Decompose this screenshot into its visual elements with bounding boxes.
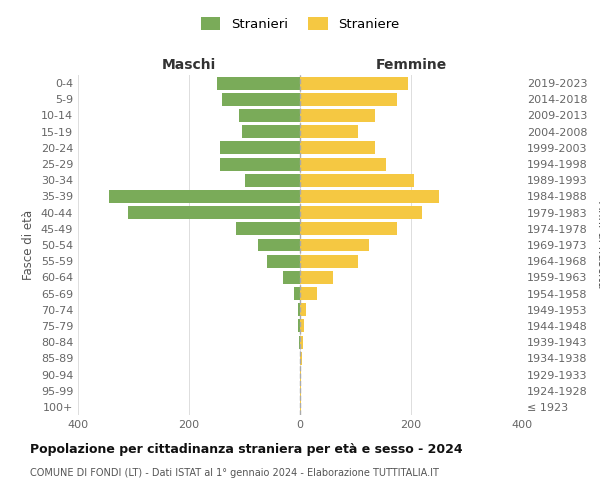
- Text: Maschi: Maschi: [162, 58, 216, 72]
- Bar: [259, 238, 300, 252]
- Bar: [223, 93, 300, 106]
- Bar: [220, 158, 300, 170]
- Bar: [300, 238, 370, 252]
- Bar: [300, 142, 375, 154]
- Bar: [300, 352, 302, 365]
- Y-axis label: Fasce di età: Fasce di età: [22, 210, 35, 280]
- Bar: [300, 93, 397, 106]
- Bar: [300, 254, 358, 268]
- Legend: Stranieri, Straniere: Stranieri, Straniere: [196, 12, 404, 36]
- Text: Femmine: Femmine: [376, 58, 446, 72]
- Bar: [298, 304, 300, 316]
- Bar: [239, 109, 300, 122]
- Bar: [217, 76, 300, 90]
- Bar: [245, 174, 300, 186]
- Bar: [300, 158, 386, 170]
- Text: COMUNE DI FONDI (LT) - Dati ISTAT al 1° gennaio 2024 - Elaborazione TUTTITALIA.I: COMUNE DI FONDI (LT) - Dati ISTAT al 1° …: [30, 468, 439, 477]
- Bar: [242, 125, 300, 138]
- Bar: [220, 142, 300, 154]
- Bar: [298, 320, 300, 332]
- Bar: [300, 287, 317, 300]
- Bar: [300, 125, 358, 138]
- Bar: [300, 206, 422, 219]
- Y-axis label: Anni di nascita: Anni di nascita: [595, 202, 600, 288]
- Bar: [236, 222, 300, 235]
- Bar: [300, 174, 414, 186]
- Bar: [300, 336, 303, 348]
- Text: Popolazione per cittadinanza straniera per età e sesso - 2024: Popolazione per cittadinanza straniera p…: [30, 442, 463, 456]
- Bar: [300, 76, 408, 90]
- Bar: [300, 190, 439, 203]
- Bar: [300, 320, 304, 332]
- Bar: [300, 222, 397, 235]
- Bar: [128, 206, 300, 219]
- Bar: [299, 336, 300, 348]
- Bar: [295, 287, 300, 300]
- Bar: [300, 271, 334, 284]
- Bar: [109, 190, 300, 203]
- Bar: [300, 304, 305, 316]
- Bar: [283, 271, 300, 284]
- Bar: [300, 368, 301, 381]
- Bar: [300, 109, 375, 122]
- Bar: [267, 254, 300, 268]
